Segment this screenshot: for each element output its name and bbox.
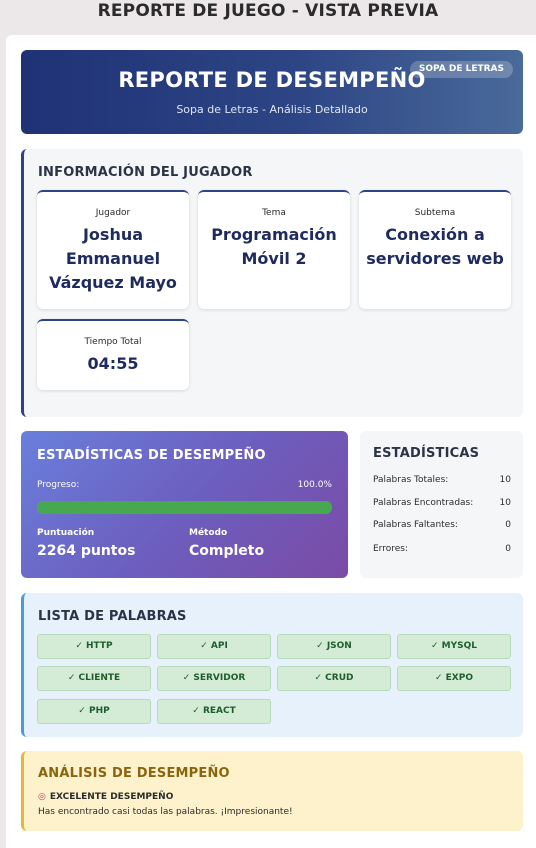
total-time-card: Tiempo Total 04:55 xyxy=(37,319,189,390)
word-chip: ✓ EXPO xyxy=(397,666,511,691)
topic-card: Tema Programación Móvil 2 xyxy=(198,190,350,309)
subtopic-label: Subtema xyxy=(414,208,456,218)
word-chip: ✓ API xyxy=(157,634,271,659)
stat-value: 10 xyxy=(499,475,511,485)
method-value: Completo xyxy=(189,543,265,559)
subtopic-value: Conexión a servidores web xyxy=(366,225,504,268)
stat-label: Palabras Faltantes: xyxy=(373,520,458,530)
method-metric: Método Completo xyxy=(189,528,264,559)
score-metric: Puntuación 2264 puntos xyxy=(37,528,135,559)
word-chip: ✓ REACT xyxy=(157,699,271,724)
word-chip: ✓ PHP xyxy=(37,699,151,724)
word-list-title: LISTA DE PALABRAS xyxy=(38,609,187,624)
analysis-title: ANÁLISIS DE DESEMPEÑO xyxy=(38,766,230,781)
stat-missing-words: Palabras Faltantes: 0 xyxy=(373,520,511,530)
stat-errors: Errores: 0 xyxy=(373,544,511,554)
player-label: Jugador xyxy=(95,208,131,218)
word-chip: ✓ MYSQL xyxy=(397,634,511,659)
progress-row: Progreso: 100.0% xyxy=(37,480,332,490)
total-time-value: 04:55 xyxy=(87,354,139,373)
total-time-label: Tiempo Total xyxy=(84,337,142,347)
game-type-badge: SOPA DE LETRAS xyxy=(409,61,513,78)
player-info-section: INFORMACIÓN DEL JUGADOR Jugador Joshua E… xyxy=(21,149,523,417)
report-subtitle: Sopa de Letras - Análisis Detallado xyxy=(176,103,368,116)
performance-title: ESTADÍSTICAS DE DESEMPEÑO xyxy=(37,448,266,463)
word-chip: ✓ CLIENTE xyxy=(37,666,151,691)
topic-label: Tema xyxy=(262,208,286,218)
stat-value: 0 xyxy=(505,520,511,530)
report-header: SOPA DE LETRAS REPORTE DE DESEMPEÑO Sopa… xyxy=(21,50,523,134)
progress-bar xyxy=(37,501,332,514)
score-value: 2264 puntos xyxy=(37,543,136,559)
word-chip: ✓ CRUD xyxy=(277,666,391,691)
analysis-heading-text: EXCELENTE DESEMPEÑO xyxy=(49,792,174,802)
method-label: Método xyxy=(189,528,228,538)
stat-total-words: Palabras Totales: 10 xyxy=(373,475,511,485)
stat-label: Palabras Totales: xyxy=(373,475,449,485)
progress-label: Progreso: xyxy=(37,480,80,490)
topic-value: Programación Móvil 2 xyxy=(211,225,337,268)
analysis-message: Has encontrado casi todas las palabras. … xyxy=(38,807,293,817)
player-info-title: INFORMACIÓN DEL JUGADOR xyxy=(38,165,253,180)
stats-card: ESTADÍSTICAS Palabras Totales: 10 Palabr… xyxy=(360,431,523,578)
word-chip: ✓ HTTP xyxy=(37,634,151,659)
stat-value: 0 xyxy=(505,544,511,554)
progress-bar-fill xyxy=(37,501,332,514)
stat-value: 10 xyxy=(499,498,511,508)
performance-analysis-section: ANÁLISIS DE DESEMPEÑO ◎ EXCELENTE DESEMPE… xyxy=(21,751,523,831)
player-card: Jugador Joshua Emmanuel Vázquez Mayo xyxy=(37,190,189,309)
score-label: Puntuación xyxy=(37,528,95,538)
word-chip: ✓ JSON xyxy=(277,634,391,659)
word-list-section: LISTA DE PALABRAS ✓ HTTP ✓ API ✓ JSON ✓ … xyxy=(21,593,523,737)
progress-percent: 100.0% xyxy=(297,480,332,490)
target-icon: ◎ xyxy=(38,792,46,802)
player-value: Joshua Emmanuel Vázquez Mayo xyxy=(49,225,177,292)
stat-found-words: Palabras Encontradas: 10 xyxy=(373,498,511,508)
report-title: REPORTE DE DESEMPEÑO xyxy=(118,68,426,92)
word-chip: ✓ SERVIDOR xyxy=(157,666,271,691)
stats-title: ESTADÍSTICAS xyxy=(373,446,480,461)
analysis-heading: ◎ EXCELENTE DESEMPEÑO xyxy=(38,792,173,802)
subtopic-card: Subtema Conexión a servidores web xyxy=(359,190,511,309)
performance-stats-card: ESTADÍSTICAS DE DESEMPEÑO Progreso: 100.… xyxy=(21,431,348,578)
page-title: REPORTE DE JUEGO - VISTA PREVIA xyxy=(97,1,439,21)
stat-label: Errores: xyxy=(373,544,408,554)
stat-label: Palabras Encontradas: xyxy=(373,498,474,508)
